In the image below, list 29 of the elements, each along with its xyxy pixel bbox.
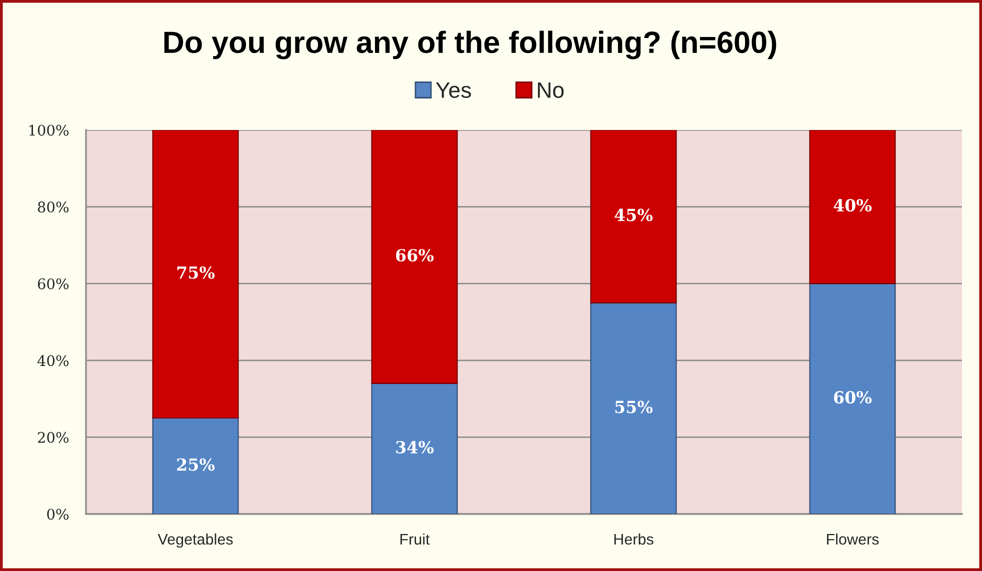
y-tick-label: 0% <box>47 508 69 520</box>
bar <box>371 382 458 514</box>
x-tick-label: Herbs <box>614 533 654 545</box>
data-label: 40% <box>834 199 872 212</box>
x-tick-label: Fruit <box>400 533 430 545</box>
bar <box>809 283 896 514</box>
data-label: 75% <box>177 266 215 279</box>
y-tick-label: 80% <box>38 202 69 213</box>
data-label: 45% <box>614 208 653 222</box>
data-label: 34% <box>396 440 434 454</box>
bar <box>371 130 458 384</box>
data-label: 25% <box>177 458 215 471</box>
y-tick-label: 60% <box>38 278 69 290</box>
y-tick-label: 40% <box>37 355 69 366</box>
data-label: 66% <box>396 248 434 262</box>
y-tick-label: 100% <box>29 124 69 136</box>
data-label: 55% <box>615 400 653 414</box>
bar <box>809 130 896 284</box>
bar <box>152 130 239 419</box>
bar <box>590 302 677 514</box>
data-label: 60% <box>834 391 872 404</box>
bar <box>590 130 677 304</box>
x-tick-label: Vegetables <box>158 533 233 548</box>
bar <box>152 417 239 514</box>
legend-label: Yes <box>436 82 471 98</box>
x-tick-label: Flowers <box>827 533 879 545</box>
y-tick-label: 20% <box>38 432 69 443</box>
chart-title: Do you grow any of the following? (n=600) <box>164 30 776 60</box>
legend-label: No <box>538 82 564 98</box>
